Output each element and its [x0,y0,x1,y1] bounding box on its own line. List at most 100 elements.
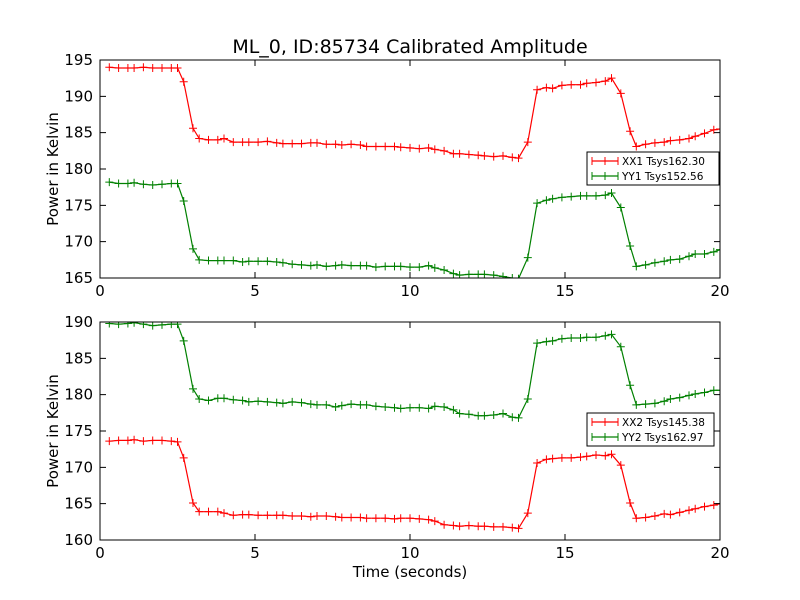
data-point [254,511,263,520]
data-point [272,138,281,147]
data-point [415,403,424,412]
data-point [685,391,693,400]
data-point [533,199,542,208]
data-point [582,333,591,342]
data-point [499,272,507,278]
data-point [557,453,566,462]
data-point [660,397,669,406]
data-point [278,511,287,520]
data-point [148,63,157,72]
data-point [691,250,700,259]
data-point [105,63,114,72]
data-point [632,400,641,409]
data-point [114,436,123,445]
data-point [489,522,498,531]
legend-box [586,151,720,186]
data-point [533,85,542,94]
data-point [415,144,424,153]
data-point [464,410,473,419]
data-point [123,179,132,188]
data-point [173,179,182,188]
data-point [105,437,114,446]
series-line [109,439,720,530]
data-point [523,253,532,262]
data-point [396,514,405,523]
data-point [499,522,507,531]
data-point [179,77,188,86]
data-point [313,512,321,521]
data-point [362,142,371,151]
data-point [189,498,197,507]
data-point [306,400,315,409]
data-point [557,334,566,343]
data-point [272,398,281,407]
data-point [716,245,720,254]
data-point [523,395,532,404]
data-point [464,150,473,159]
data-point [548,84,557,93]
y-tick-label: 165 [64,495,93,513]
data-point [390,514,399,523]
data-point [254,257,263,266]
data-point [322,262,331,271]
data-point [709,501,718,510]
data-point [576,333,585,342]
data-point [158,436,166,445]
data-point [666,395,675,404]
data-point [415,514,424,523]
data-point [347,513,356,522]
data-point [406,403,414,412]
data-point [371,402,380,411]
data-point [229,395,238,404]
data-point [626,242,635,251]
y-axis-label: Power in Kelvin [44,112,62,226]
data-point [148,180,157,189]
y-tick-label: 175 [64,196,93,214]
data-point [406,143,414,152]
y-tick-label: 170 [64,458,93,476]
data-point [660,257,669,266]
data-point [406,263,414,272]
data-point [220,256,228,265]
data-point [204,135,213,144]
x-tick-label: 5 [250,282,260,300]
series-line [109,66,720,159]
data-point [607,188,616,197]
legend-marker [591,157,619,165]
data-point [105,178,114,187]
y-tick-label: 160 [64,531,93,549]
data-point [158,63,166,72]
data-point [616,203,625,212]
data-point [297,139,306,148]
data-point [204,396,213,405]
data-point [455,149,464,158]
data-point [557,81,566,90]
data-point [204,256,213,265]
data-point [148,436,157,445]
legend-box [586,412,715,447]
data-point [347,140,356,149]
data-point [616,89,625,98]
data-point [632,514,641,523]
data-point [508,413,517,422]
data-point [263,511,272,520]
data-point [371,142,380,151]
data-point [641,400,650,409]
data-point [167,437,176,446]
data-point [331,512,340,521]
data-point [666,510,675,519]
data-point [641,260,650,269]
legend-label: YY1 Tsys152.56 [621,171,704,183]
data-point [130,322,139,327]
data-point [272,258,281,267]
data-point [220,394,228,403]
data-point [542,196,551,205]
data-point [455,522,464,531]
data-point [601,451,610,460]
data-point [685,252,693,261]
data-point [675,508,684,517]
data-point [254,138,263,147]
data-point [592,450,600,459]
data-point [415,263,424,272]
